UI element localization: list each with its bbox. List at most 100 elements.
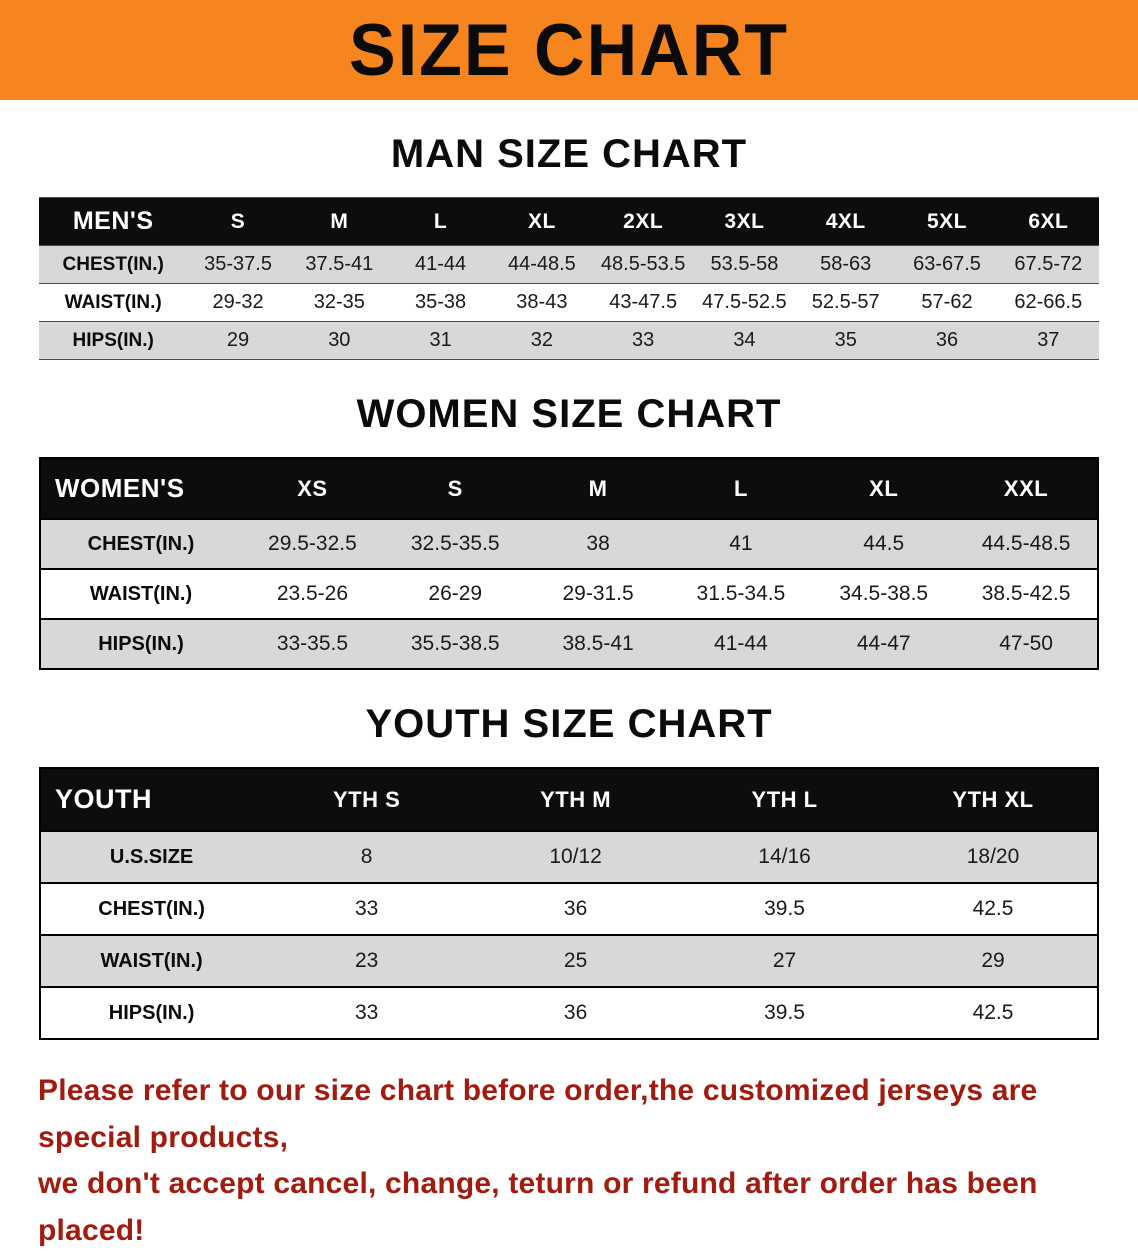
size-column-header: 4XL <box>795 197 897 246</box>
table-row: WAIST(IN.) 29-32 32-35 35-38 38-43 43-47.5 47.… <box>39 283 1099 322</box>
value-cell: 39.5 <box>764 1001 805 1024</box>
size-column-header: L <box>389 197 492 246</box>
value-cell: 8 <box>360 845 373 868</box>
size-column-header: XS <box>241 458 384 519</box>
men-section-heading: MAN SIZE CHART <box>390 132 748 176</box>
size-column-header: XL <box>491 197 593 246</box>
value-cell: 34.5-38.5 <box>839 582 929 605</box>
value-cell: 32 <box>530 329 553 351</box>
order-policy-note-line1: Please refer to our size chart before or… <box>38 1074 1038 1154</box>
size-chart-banner: SIZE CHART <box>0 0 1138 100</box>
table-row: U.S.SIZE 8 10/12 14/16 18/20 <box>40 831 1098 883</box>
size-column-header: S <box>187 197 289 246</box>
value-cell: 57-62 <box>921 291 973 313</box>
table-row: CHEST(IN.) 33 36 39.5 42.5 <box>40 883 1098 935</box>
mens-size-table: MEN'S S M L XL 2XL 3XL 4XL 5XL 6XL CHEST(IN.) 35-37… <box>39 197 1099 360</box>
value-cell: 38-43 <box>516 291 568 313</box>
value-cell: 38.5-42.5 <box>981 582 1071 605</box>
value-cell: 35-38 <box>415 291 467 313</box>
value-cell: 18/20 <box>966 845 1020 868</box>
size-column-header: L <box>669 458 813 519</box>
value-cell: 38.5-41 <box>562 632 634 655</box>
row-label-cell: CHEST(IN.) <box>98 897 205 920</box>
womens-size-table: WOMEN'S XS S M L XL XXL CHEST(IN.) 29.5-32.5 32.5… <box>39 457 1099 670</box>
table-row: HIPS(IN.) 29 30 31 32 33 34 35 36 37 <box>39 321 1099 360</box>
order-policy-note-line2: we don't accept cancel, change, teturn o… <box>38 1167 1038 1247</box>
value-cell: 37 <box>1037 329 1060 351</box>
size-column-header: 2XL <box>592 197 694 246</box>
size-column-header: S <box>383 458 527 519</box>
value-cell: 23.5-26 <box>276 582 349 605</box>
header-row: MEN'S S M L XL 2XL 3XL 4XL 5XL 6XL <box>39 197 1099 246</box>
value-cell: 47.5-52.5 <box>702 291 787 313</box>
row-label-cell: HIPS(IN.) <box>72 329 154 351</box>
value-cell: 63-67.5 <box>913 253 981 275</box>
row-label-cell: CHEST(IN.) <box>62 253 164 275</box>
size-column-header: M <box>288 197 390 246</box>
value-cell: 29-31.5 <box>562 582 634 605</box>
table-title-cell: YOUTH <box>40 768 263 831</box>
value-cell: 38 <box>586 532 610 555</box>
women-section-heading: WOMEN SIZE CHART <box>356 392 782 436</box>
value-cell: 62-66.5 <box>1014 291 1083 313</box>
row-label-cell: WAIST(IN.) <box>64 291 162 313</box>
value-cell: 31.5-34.5 <box>696 582 786 605</box>
value-cell: 48.5-53.5 <box>600 253 686 275</box>
value-cell: 29 <box>226 329 250 351</box>
value-cell: 26-29 <box>428 582 483 605</box>
value-cell: 27 <box>772 949 797 972</box>
youth-section-heading: YOUTH SIZE CHART <box>365 702 773 746</box>
value-cell: 43-47.5 <box>609 291 678 313</box>
header-row: WOMEN'S XS S M L XL XXL <box>40 458 1098 519</box>
value-cell: 67.5-72 <box>1014 253 1083 275</box>
size-column-header: 5XL <box>896 197 998 246</box>
value-cell: 32-35 <box>313 291 365 313</box>
row-label-cell: WAIST(IN.) <box>89 582 193 605</box>
size-column-header: YTH M <box>471 768 681 831</box>
value-cell: 36 <box>935 329 959 351</box>
value-cell: 44-47 <box>856 632 911 655</box>
value-cell: 29.5-32.5 <box>268 532 357 555</box>
value-cell: 10/12 <box>549 845 602 868</box>
table-row: HIPS(IN.) 33 36 39.5 42.5 <box>40 987 1098 1039</box>
size-column-header: YTH L <box>680 768 890 831</box>
size-column-header: XXL <box>955 458 1098 519</box>
header-row: YOUTH YTH S YTH M YTH L YTH XL <box>40 768 1098 831</box>
table-row: WAIST(IN.) 23 25 27 29 <box>40 935 1098 987</box>
value-cell: 33 <box>354 897 379 920</box>
size-column-header: YTH S <box>262 768 472 831</box>
value-cell: 34 <box>733 329 756 351</box>
value-cell: 44-48.5 <box>507 253 576 275</box>
value-cell: 31 <box>429 329 452 351</box>
value-cell: 42.5 <box>972 1001 1014 1024</box>
value-cell: 35 <box>834 329 857 351</box>
value-cell: 33-35.5 <box>276 632 349 655</box>
value-cell: 29 <box>981 949 1005 972</box>
value-cell: 42.5 <box>972 897 1014 920</box>
value-cell: 36 <box>563 897 588 920</box>
value-cell: 41 <box>729 532 753 555</box>
table-row: CHEST(IN.) 29.5-32.5 32.5-35.5 38 41 44.5 44.5… <box>40 519 1098 569</box>
size-column-header: 6XL <box>997 197 1099 246</box>
value-cell: 35.5-38.5 <box>410 632 500 655</box>
value-cell: 32.5-35.5 <box>410 532 500 555</box>
value-cell: 33 <box>632 329 655 351</box>
table-row: HIPS(IN.) 33-35.5 35.5-38.5 38.5-41 41-44 44-… <box>40 619 1098 669</box>
value-cell: 29-32 <box>212 291 264 313</box>
size-column-header: XL <box>812 458 956 519</box>
order-policy-note: Please refer to our size chart before or… <box>38 1068 1100 1254</box>
value-cell: 35-37.5 <box>204 253 272 275</box>
size-column-header: M <box>526 458 670 519</box>
size-column-header: 3XL <box>693 197 796 246</box>
value-cell: 41-44 <box>415 253 467 275</box>
value-cell: 14/16 <box>758 845 811 868</box>
row-label-cell: HIPS(IN.) <box>108 1001 195 1024</box>
value-cell: 52.5-57 <box>811 291 880 313</box>
value-cell: 47-50 <box>999 632 1053 655</box>
value-cell: 39.5 <box>764 897 805 920</box>
row-label-cell: WAIST(IN.) <box>100 949 203 972</box>
value-cell: 25 <box>563 949 588 972</box>
row-label-cell: CHEST(IN.) <box>87 532 195 555</box>
value-cell: 36 <box>563 1001 588 1024</box>
table-row: WAIST(IN.) 23.5-26 26-29 29-31.5 31.5-34.5 34… <box>40 569 1098 619</box>
